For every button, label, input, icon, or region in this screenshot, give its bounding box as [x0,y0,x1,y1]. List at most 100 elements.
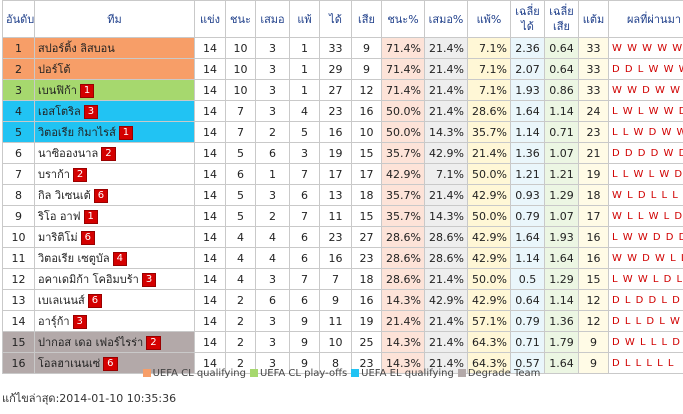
team-name[interactable]: วิตอเรีย กิมาไรส์ [38,126,116,139]
avga-cell: 1.29 [544,268,579,290]
team-name[interactable]: บราก้า [38,168,70,181]
rank-cell: 9 [2,205,35,227]
team-name[interactable]: กิล วิเซนเต้ [38,189,91,202]
gf-cell: 19 [319,142,352,164]
team-name[interactable]: เบเลเนนส์ [38,294,85,307]
legend-label: Degrade Team [467,368,541,379]
win-cell: 5 [225,205,256,227]
gf-cell: 23 [319,100,352,122]
table-row[interactable]: 9 ริโอ อาฟ 1 14 5 2 7 11 15 35.7% 14.3% 50.0% 0.79 1.… [2,205,683,227]
recent-form-cell: W L D L L L [608,184,683,206]
team-cell[interactable]: เอสโตริล 3 [34,100,195,122]
recent-form-cell: D L L D L W [608,310,683,332]
card-count-badge: 2 [101,147,116,161]
table-row[interactable]: 13 เบเลเนนส์ 6 14 2 6 6 9 16 14.3% 42.9% 42.9% 0.64 1… [2,289,683,311]
team-name[interactable]: ปากอส เดอ เฟอร์ไรร่า [38,336,144,349]
team-cell[interactable]: วิตอเรีย เซตูบัล 4 [34,247,195,269]
draw-cell: 3 [255,184,290,206]
lose-cell: 6 [289,226,320,248]
table-row[interactable]: 10 มาริติโม่ 6 14 4 4 6 23 27 28.6% 28.6% 42.9% 1.64… [2,226,683,248]
table-row[interactable]: 14 อาร์ุก้า 3 14 2 3 9 11 19 21.4% 21.4% 57.1% 0.79 1… [2,310,683,332]
table-row[interactable]: 16 โอลฮาเนนเซ่ 6 14 2 3 9 8 23 14.3% 21.4% 64.3% 0.5… [2,352,683,374]
team-name[interactable]: มาริติโม่ [38,231,78,244]
team-name[interactable]: สปอร์ติ้ง ลิสบอน [38,42,115,55]
team-cell[interactable]: ปากอส เดอ เฟอร์ไรร่า 2 [34,331,195,353]
table-row[interactable]: 12 อคาเดมิก้า โคอิมบร้า 3 14 4 3 7 7 18 28.6% 21.4… [2,268,683,290]
table-row[interactable]: 2 ปอร์โต้ 14 10 3 1 29 9 71.4% 21.4% 7.1% 2.07 0.64 3… [2,58,683,80]
played-cell: 14 [194,205,226,227]
team-cell[interactable]: อคาเดมิก้า โคอิมบร้า 3 [34,268,195,290]
team-name[interactable]: อคาเดมิก้า โคอิมบร้า [38,273,139,286]
team-name[interactable]: นาซิอองนาล [38,147,99,160]
drawp-cell: 42.9% [424,142,468,164]
table-row[interactable]: 5 วิตอเรีย กิมาไรส์ 1 14 7 2 5 16 10 50.0% 14.3% 35… [2,121,683,143]
team-cell[interactable]: เบนฟิก้า 1 [34,79,195,101]
draw-cell: 4 [255,226,290,248]
team-name[interactable]: โอลฮาเนนเซ่ [38,357,101,370]
legend-swatch [351,369,360,377]
team-cell[interactable]: นาซิอองนาล 2 [34,142,195,164]
team-cell[interactable]: ปอร์โต้ [34,58,195,80]
ga-cell: 18 [351,184,382,206]
ga-cell: 25 [351,331,382,353]
header-row: อันดับ ทีม แข่ง ชนะ เสมอ แพ้ ได้ เสีย ชนะ% เสมอ% แ… [2,0,683,38]
header-avga: เฉลี่ยเสีย [544,0,579,38]
team-cell[interactable]: ริโอ อาฟ 1 [34,205,195,227]
ga-cell: 19 [351,310,382,332]
pts-cell: 24 [578,100,609,122]
losep-cell: 64.3% [467,352,511,374]
table-row[interactable]: 7 บราก้า 2 14 6 1 7 17 17 42.9% 7.1% 50.0% 1.21 1.21 1… [2,163,683,185]
ga-cell: 23 [351,247,382,269]
pts-cell: 9 [578,331,609,353]
played-cell: 14 [194,289,226,311]
team-cell[interactable]: โอลฮาเนนเซ่ 6 [34,352,195,374]
ga-cell: 16 [351,289,382,311]
team-cell[interactable]: เบเลเนนส์ 6 [34,289,195,311]
table-row[interactable]: 3 เบนฟิก้า 1 14 10 3 1 27 12 71.4% 21.4% 7.1% 1.93 0.… [2,79,683,101]
played-cell: 14 [194,310,226,332]
rank-cell: 5 [2,121,35,143]
team-cell[interactable]: อาร์ุก้า 3 [34,310,195,332]
team-name[interactable]: ปอร์โต้ [38,63,71,76]
recent-form-cell: W L L W L D [608,205,683,227]
winp-cell: 71.4% [381,37,425,59]
lose-cell: 3 [289,142,320,164]
ga-cell: 23 [351,352,382,374]
played-cell: 14 [194,268,226,290]
avgf-cell: 2.07 [510,58,545,80]
recent-form-cell: W W D W L L [608,247,683,269]
legend-label: UEFA CL qualifying [152,368,246,379]
losep-cell: 7.1% [467,79,511,101]
card-count-badge: 4 [112,252,128,266]
team-cell[interactable]: กิล วิเซนเต้ 6 [34,184,195,206]
team-name[interactable]: ริโอ อาฟ [38,210,81,223]
table-row[interactable]: 15 ปากอส เดอ เฟอร์ไรร่า 2 14 2 3 9 10 25 14.3% 21.… [2,331,683,353]
table-row[interactable]: 8 กิล วิเซนเต้ 6 14 5 3 6 13 18 35.7% 21.4% 42.9% 0.… [2,184,683,206]
team-cell[interactable]: วิตอเรีย กิมาไรส์ 1 [34,121,195,143]
winp-cell: 28.6% [381,268,425,290]
table-row[interactable]: 4 เอสโตริล 3 14 7 3 4 23 16 50.0% 21.4% 28.6% 1.64 1.… [2,100,683,122]
team-name[interactable]: อาร์ุก้า [38,315,70,328]
team-name[interactable]: วิตอเรีย เซตูบัล [38,252,110,265]
rank-cell: 10 [2,226,35,248]
table-row[interactable]: 11 วิตอเรีย เซตูบัล 4 14 4 4 6 16 23 28.6% 28.6% 42… [2,247,683,269]
winp-cell: 71.4% [381,79,425,101]
avga-cell: 1.64 [544,352,579,374]
team-name[interactable]: เอสโตริล [38,105,81,118]
avgf-cell: 1.93 [510,79,545,101]
team-name[interactable]: เบนฟิก้า [38,84,77,97]
table-row[interactable]: 6 นาซิอองนาล 2 14 5 6 3 19 15 35.7% 42.9% 21.4% 1.36… [2,142,683,164]
recent-form-cell: W W W W W D [608,37,683,59]
table-row[interactable]: 1 สปอร์ติ้ง ลิสบอน 14 10 3 1 33 9 71.4% 21.4% 7.1%… [2,37,683,59]
pts-cell: 18 [578,184,609,206]
team-cell[interactable]: บราก้า 2 [34,163,195,185]
card-count-badge: 3 [72,315,87,329]
win-cell: 4 [225,247,256,269]
team-cell[interactable]: มาริติโม่ 6 [34,226,195,248]
played-cell: 14 [194,163,226,185]
legend-label: UEFA CL play-offs [259,368,348,379]
avga-cell: 1.21 [544,163,579,185]
win-cell: 5 [225,184,256,206]
team-cell[interactable]: สปอร์ติ้ง ลิสบอน [34,37,195,59]
draw-cell: 3 [255,100,290,122]
